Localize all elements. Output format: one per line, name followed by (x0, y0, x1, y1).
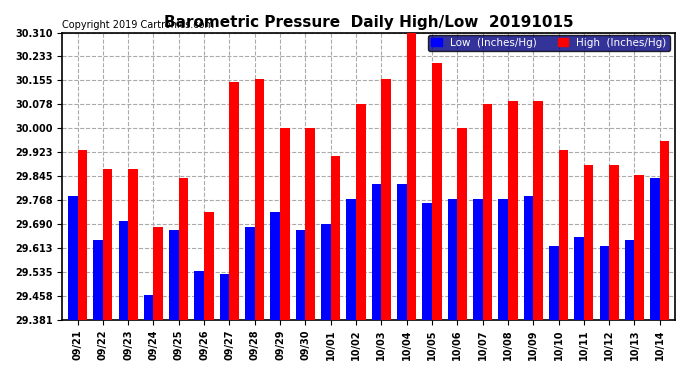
Bar (482, 104, 492, 320)
Bar (558, 150, 568, 320)
Bar (584, 165, 593, 320)
Bar (422, 202, 432, 320)
Bar (245, 227, 255, 320)
Bar (406, 33, 416, 320)
Bar (625, 240, 635, 320)
Bar (448, 200, 457, 320)
Bar (331, 156, 340, 320)
Bar (103, 168, 112, 320)
Bar (533, 100, 543, 320)
Bar (204, 212, 214, 320)
Bar (230, 82, 239, 320)
Bar (144, 295, 153, 320)
Bar (473, 200, 482, 320)
Bar (524, 196, 533, 320)
Bar (255, 79, 264, 320)
Bar (119, 221, 128, 320)
Bar (432, 63, 442, 320)
Bar (195, 270, 204, 320)
Bar (498, 200, 508, 320)
Bar (635, 175, 644, 320)
Legend: Low  (Inches/Hg), High  (Inches/Hg): Low (Inches/Hg), High (Inches/Hg) (428, 35, 670, 51)
Bar (68, 196, 77, 320)
Bar (650, 178, 660, 320)
Bar (574, 237, 584, 320)
Bar (397, 184, 406, 320)
Bar (220, 274, 230, 320)
Bar (306, 128, 315, 320)
Bar (321, 224, 331, 320)
Bar (382, 79, 391, 320)
Bar (549, 246, 558, 320)
Title: Barometric Pressure  Daily High/Low  20191015: Barometric Pressure Daily High/Low 20191… (164, 15, 573, 30)
Bar (356, 104, 366, 320)
Bar (508, 100, 518, 320)
Bar (179, 178, 188, 320)
Bar (346, 200, 356, 320)
Bar (270, 212, 280, 320)
Bar (93, 240, 103, 320)
Bar (600, 246, 609, 320)
Bar (169, 230, 179, 320)
Bar (660, 141, 669, 320)
Bar (609, 165, 619, 320)
Bar (153, 227, 163, 320)
Bar (457, 128, 467, 320)
Bar (372, 184, 382, 320)
Bar (77, 150, 87, 320)
Bar (296, 230, 306, 320)
Text: Copyright 2019 Cartronics.com: Copyright 2019 Cartronics.com (62, 20, 215, 30)
Bar (128, 168, 138, 320)
Bar (280, 128, 290, 320)
